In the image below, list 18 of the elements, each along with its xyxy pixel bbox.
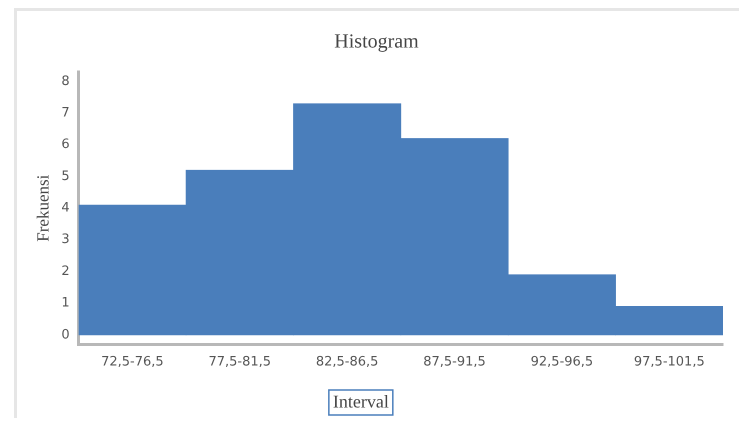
y-axis-title: Frekuensi: [34, 174, 53, 242]
y-tick-label: 5: [61, 168, 70, 184]
y-tick-label: 2: [61, 264, 70, 279]
x-tick-label: 92,5-96,5: [530, 354, 594, 370]
x-tick-label: 82,5-86,5: [316, 354, 378, 370]
y-tick-label: 4: [61, 200, 70, 216]
y-tick-label: 8: [61, 74, 70, 89]
x-tick-label: 72,5-76,5: [101, 354, 164, 370]
y-tick-label: 7: [61, 106, 70, 121]
x-tick-label: 77,5-81,5: [208, 354, 272, 370]
x-axis-title: Interval: [332, 392, 389, 412]
y-tick-label: 0: [61, 327, 70, 342]
y-tick-label: 6: [61, 137, 70, 152]
chart-title: Histogram: [334, 30, 420, 52]
y-tick-label: 1: [61, 296, 70, 311]
y-tick-label: 3: [61, 232, 70, 248]
x-tick-label: 87,5-91,5: [423, 354, 486, 370]
x-tick-label: 97,5-101,5: [634, 354, 705, 370]
